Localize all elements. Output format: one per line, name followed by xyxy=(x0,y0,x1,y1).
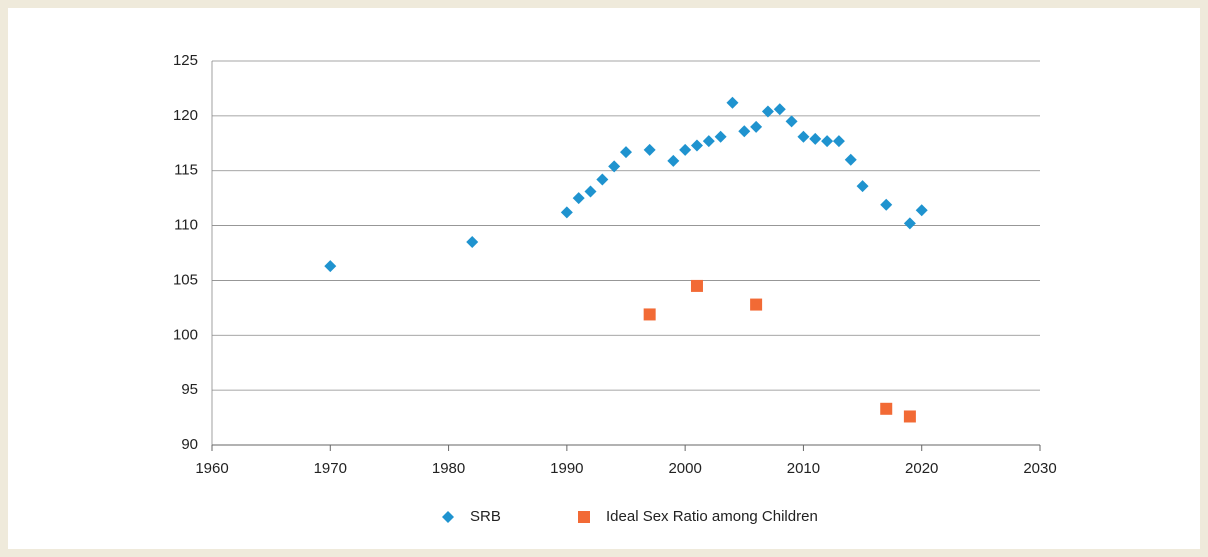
point xyxy=(702,135,715,148)
point xyxy=(915,204,928,217)
y-tick-label: 110 xyxy=(174,217,198,234)
point xyxy=(690,139,703,152)
point xyxy=(773,103,786,116)
legend-marker xyxy=(578,511,590,523)
legend-marker xyxy=(442,511,454,523)
point xyxy=(679,143,692,156)
point xyxy=(761,105,774,118)
chart-panel: 90 95 100 105 110 115 120 125 1960 1970 1980 1990 20… xyxy=(8,8,1200,549)
point xyxy=(903,217,916,230)
point xyxy=(667,154,680,167)
legend-label: SRB xyxy=(470,508,501,525)
point xyxy=(572,192,585,205)
point xyxy=(690,279,703,292)
point xyxy=(738,125,751,138)
y-tick-label: 100 xyxy=(173,326,198,343)
point xyxy=(750,120,763,133)
point xyxy=(821,135,834,148)
y-tick-label: 120 xyxy=(173,107,198,124)
x-tick-label: 2020 xyxy=(905,460,938,477)
y-tick-label: 90 xyxy=(181,436,198,453)
x-tick-label: 2000 xyxy=(668,460,701,477)
point xyxy=(844,153,857,166)
point xyxy=(596,173,609,186)
point xyxy=(750,298,763,311)
x-tick-label: 1990 xyxy=(550,460,583,477)
y-tick-label: 105 xyxy=(173,271,198,288)
legend-label: Ideal Sex Ratio among Children xyxy=(606,508,818,525)
x-tick-label: 2010 xyxy=(787,460,820,477)
point xyxy=(856,180,869,193)
y-tick-label: 115 xyxy=(174,162,198,179)
point xyxy=(797,130,810,143)
point xyxy=(560,206,573,219)
point xyxy=(832,135,845,148)
chart: 90 95 100 105 110 115 120 125 1960 1970 1980 1990 20… xyxy=(173,52,1057,525)
y-tick-label: 125 xyxy=(173,52,198,69)
point xyxy=(620,146,632,159)
y-tick-label: 95 xyxy=(181,381,198,398)
x-tick-label: 1980 xyxy=(432,460,465,477)
point xyxy=(324,260,337,273)
point xyxy=(785,115,798,128)
x-tick-label: 1970 xyxy=(314,460,347,477)
point xyxy=(714,130,727,143)
x-tick-label: 1960 xyxy=(195,460,228,477)
point xyxy=(643,143,656,156)
point xyxy=(643,308,656,321)
point xyxy=(726,96,739,109)
x-tick-label: 2030 xyxy=(1023,460,1056,477)
point xyxy=(809,132,822,145)
point xyxy=(584,185,597,198)
point xyxy=(880,198,893,211)
point xyxy=(880,402,893,415)
point xyxy=(466,236,479,249)
point xyxy=(608,160,621,173)
point xyxy=(903,410,916,423)
